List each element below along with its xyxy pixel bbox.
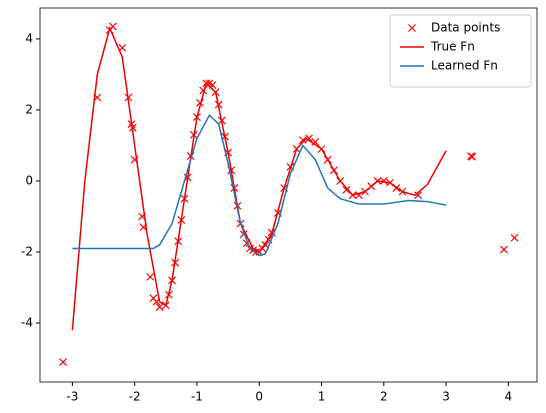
x-tick-label: -3 [66,390,78,404]
axes-frame [39,7,538,383]
x-tick-label: 4 [505,390,513,404]
legend-label: Data points [431,21,500,35]
legend-box [389,14,532,88]
plot-area [59,22,519,367]
y-tick-label: -4 [21,316,33,330]
x-tick-label: 1 [318,390,326,404]
data-point [510,233,519,242]
data-point [298,136,307,145]
data-point [311,137,320,146]
data-point [414,191,422,200]
legend-label: Learned Fn [431,59,498,73]
data-point [196,98,204,107]
x-tick-label: -1 [191,390,203,404]
y-tick-label: -2 [21,245,33,259]
line [72,114,447,257]
y-tick-label: 2 [25,102,33,116]
data-point [342,185,351,194]
y-tick-label: 4 [25,31,33,45]
data-point [59,358,67,367]
line [71,25,447,331]
legend-label: True Fn [430,40,475,54]
data-point [500,245,508,254]
data-point [408,24,416,32]
x-tick-label: -2 [129,390,141,404]
x-tick-label: 2 [380,390,388,404]
data-point [155,303,164,311]
x-tick-label: 3 [442,390,450,404]
x-tick-label: 0 [255,390,263,404]
data-point [146,272,155,281]
data-point [305,134,313,143]
data-point [379,177,388,185]
legend: Data points True Fn Learned Fn [389,14,532,88]
y-tick-label: 0 [25,173,33,187]
data-point [468,152,477,161]
